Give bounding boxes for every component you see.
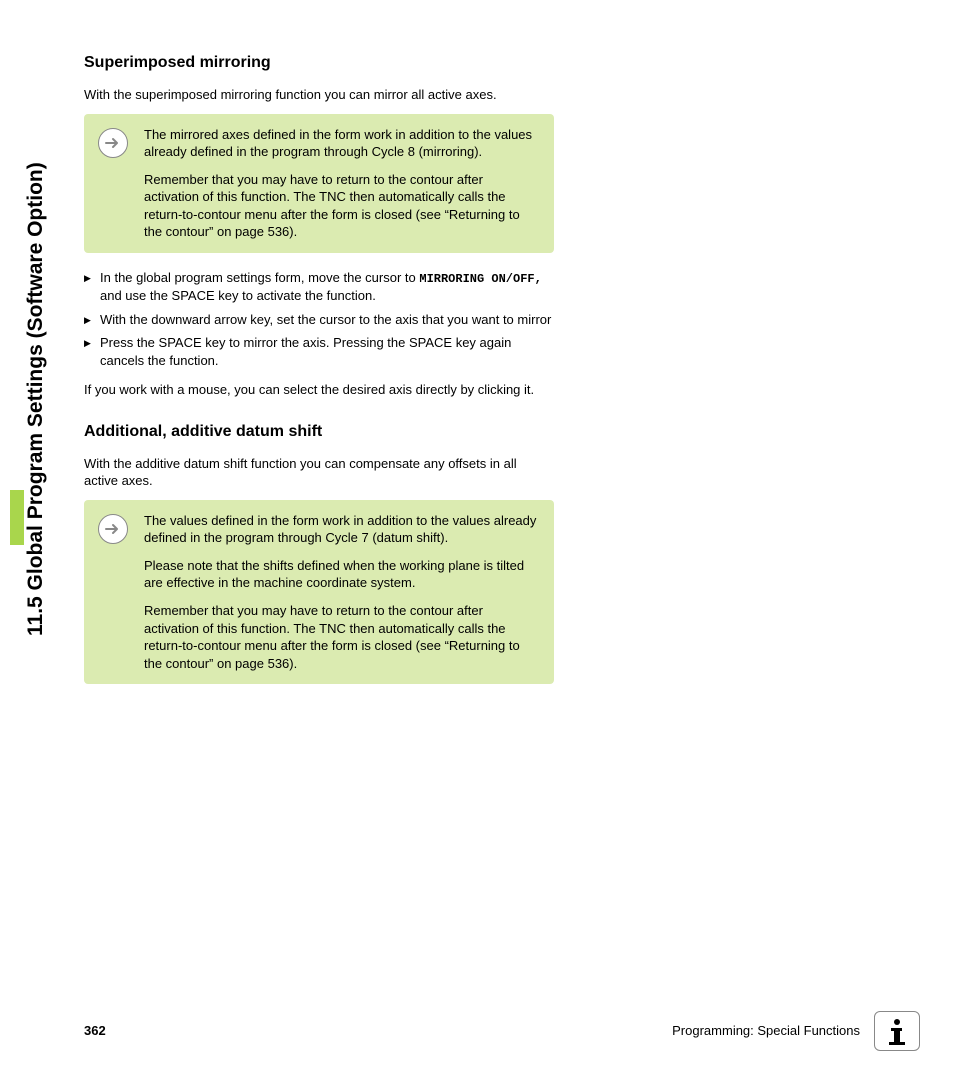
intro-text: With the additive datum shift function y… — [84, 455, 554, 490]
page-number: 362 — [84, 1023, 106, 1038]
section-marker — [10, 490, 24, 545]
arrow-right-icon — [98, 128, 128, 158]
instruction-list: In the global program settings form, mov… — [84, 269, 554, 369]
main-content: Superimposed mirroring With the superimp… — [84, 54, 554, 700]
page-footer: 362 Programming: Special Functions — [84, 1011, 920, 1051]
note-text: The values defined in the form work in a… — [144, 512, 540, 547]
heading-datum-shift: Additional, additive datum shift — [84, 423, 554, 441]
intro-text: With the superimposed mirroring function… — [84, 86, 554, 104]
list-item: With the downward arrow key, set the cur… — [84, 311, 554, 329]
note-box-mirroring: The mirrored axes defined in the form wo… — [84, 114, 554, 253]
arrow-right-icon — [98, 514, 128, 544]
list-text: and use the SPACE key to activate the fu… — [100, 288, 376, 303]
note-text: Remember that you may have to return to … — [144, 171, 540, 241]
mono-text: MIRRORING ON/OFF, — [419, 272, 541, 286]
note-text: The mirrored axes defined in the form wo… — [144, 126, 540, 161]
note-box-datum: The values defined in the form work in a… — [84, 500, 554, 684]
note-text: Remember that you may have to return to … — [144, 602, 540, 672]
info-icon — [874, 1011, 920, 1051]
footer-text: Programming: Special Functions — [672, 1023, 860, 1038]
note-text: Please note that the shifts defined when… — [144, 557, 540, 592]
list-item: In the global program settings form, mov… — [84, 269, 554, 305]
side-title: 11.5 Global Program Settings (Software O… — [24, 30, 48, 640]
heading-superimposed-mirroring: Superimposed mirroring — [84, 54, 554, 72]
side-tab: 11.5 Global Program Settings (Software O… — [10, 30, 52, 640]
list-text: In the global program settings form, mov… — [100, 270, 419, 285]
outro-text: If you work with a mouse, you can select… — [84, 381, 554, 399]
list-item: Press the SPACE key to mirror the axis. … — [84, 334, 554, 369]
